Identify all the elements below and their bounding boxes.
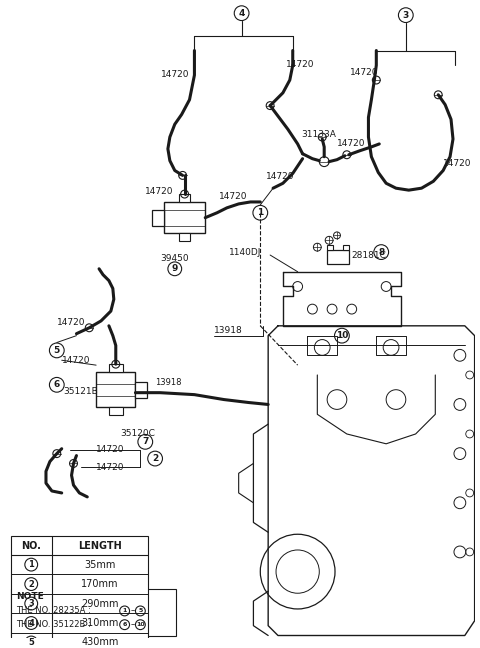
Text: 2: 2 bbox=[152, 454, 158, 463]
Text: 7: 7 bbox=[142, 437, 148, 446]
Text: 1: 1 bbox=[122, 608, 127, 614]
FancyBboxPatch shape bbox=[327, 245, 333, 250]
Text: 2: 2 bbox=[28, 579, 34, 588]
Text: 5: 5 bbox=[138, 608, 143, 614]
Text: 14720: 14720 bbox=[286, 60, 314, 69]
Text: 14720: 14720 bbox=[96, 445, 125, 454]
Text: NOTE: NOTE bbox=[16, 592, 44, 601]
Text: 13918: 13918 bbox=[155, 378, 181, 388]
Text: 14720: 14720 bbox=[443, 159, 472, 168]
FancyBboxPatch shape bbox=[179, 233, 191, 241]
Text: 14720: 14720 bbox=[96, 463, 125, 472]
Text: 35mm: 35mm bbox=[84, 560, 116, 570]
Text: 290mm: 290mm bbox=[81, 599, 119, 608]
Text: –: – bbox=[131, 607, 135, 616]
Text: 28181C: 28181C bbox=[352, 251, 386, 260]
FancyBboxPatch shape bbox=[11, 536, 148, 648]
Text: 14720: 14720 bbox=[145, 187, 174, 196]
FancyBboxPatch shape bbox=[135, 382, 147, 398]
Text: 5: 5 bbox=[54, 346, 60, 355]
Text: –: – bbox=[131, 620, 135, 629]
Text: 14720: 14720 bbox=[219, 192, 248, 200]
Text: 8: 8 bbox=[378, 248, 384, 257]
Text: THE NO. 28235A :: THE NO. 28235A : bbox=[16, 607, 94, 616]
Text: 4: 4 bbox=[239, 8, 245, 17]
Text: 14720: 14720 bbox=[350, 67, 378, 76]
Text: 10: 10 bbox=[136, 622, 144, 627]
Text: LENGTH: LENGTH bbox=[78, 541, 122, 551]
Text: 430mm: 430mm bbox=[82, 638, 119, 647]
FancyBboxPatch shape bbox=[11, 589, 176, 636]
Text: 1: 1 bbox=[28, 560, 34, 569]
Text: 1140DJ: 1140DJ bbox=[229, 248, 261, 257]
Text: 14720: 14720 bbox=[62, 356, 90, 365]
Text: 310mm: 310mm bbox=[82, 618, 119, 628]
Text: 5: 5 bbox=[28, 638, 34, 647]
Text: NO.: NO. bbox=[21, 541, 41, 551]
FancyBboxPatch shape bbox=[343, 245, 349, 250]
FancyBboxPatch shape bbox=[327, 250, 349, 264]
Text: 35121B: 35121B bbox=[64, 388, 98, 396]
Text: 39450: 39450 bbox=[160, 255, 189, 264]
Text: 13918: 13918 bbox=[214, 326, 243, 335]
FancyBboxPatch shape bbox=[109, 364, 123, 372]
Text: 170mm: 170mm bbox=[81, 579, 119, 589]
Text: 6: 6 bbox=[54, 380, 60, 389]
Text: 6: 6 bbox=[122, 622, 127, 627]
Text: 14720: 14720 bbox=[266, 172, 295, 181]
FancyBboxPatch shape bbox=[96, 372, 135, 408]
FancyBboxPatch shape bbox=[179, 194, 191, 202]
Text: 10: 10 bbox=[336, 331, 348, 340]
Text: 35120C: 35120C bbox=[120, 430, 156, 439]
FancyBboxPatch shape bbox=[164, 202, 205, 233]
FancyBboxPatch shape bbox=[152, 210, 164, 226]
Text: 14720: 14720 bbox=[161, 69, 190, 78]
Text: 31133A: 31133A bbox=[301, 130, 336, 139]
Text: 14720: 14720 bbox=[337, 139, 365, 148]
Text: 14720: 14720 bbox=[57, 318, 85, 327]
Text: 9: 9 bbox=[171, 264, 178, 273]
Text: 1: 1 bbox=[257, 208, 264, 217]
FancyBboxPatch shape bbox=[109, 408, 123, 415]
Text: THE NO. 35122B :: THE NO. 35122B : bbox=[16, 620, 94, 629]
Text: 3: 3 bbox=[28, 599, 34, 608]
Text: 3: 3 bbox=[403, 10, 409, 19]
Text: 4: 4 bbox=[28, 619, 34, 627]
